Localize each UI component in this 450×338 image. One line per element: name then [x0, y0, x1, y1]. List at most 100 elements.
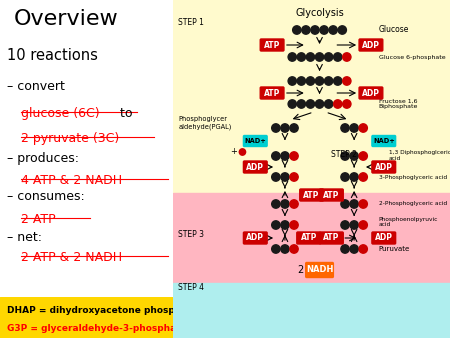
Text: 3-Phosphoglyceric acid: 3-Phosphoglyceric acid [379, 174, 447, 179]
Circle shape [272, 221, 280, 229]
Circle shape [281, 221, 289, 229]
FancyBboxPatch shape [359, 87, 383, 99]
FancyBboxPatch shape [300, 189, 324, 201]
Text: Puruvate: Puruvate [379, 246, 410, 252]
Text: ATP: ATP [323, 191, 340, 199]
Circle shape [350, 200, 358, 208]
Text: ADP: ADP [375, 234, 393, 242]
Text: Glucose: Glucose [379, 25, 409, 34]
Text: 2: 2 [297, 265, 304, 275]
Text: – net:: – net: [7, 231, 42, 243]
Circle shape [324, 53, 333, 61]
FancyBboxPatch shape [372, 161, 396, 173]
Text: ADP: ADP [362, 89, 380, 97]
Text: ATP: ATP [264, 41, 280, 49]
Circle shape [281, 200, 289, 208]
Circle shape [290, 173, 298, 181]
Circle shape [341, 221, 349, 229]
Text: ATP: ATP [301, 234, 317, 242]
Circle shape [315, 77, 324, 85]
FancyBboxPatch shape [243, 232, 267, 244]
Circle shape [342, 100, 351, 108]
Circle shape [281, 124, 289, 132]
Text: NADH: NADH [306, 266, 333, 274]
Circle shape [359, 200, 367, 208]
Text: – consumes:: – consumes: [7, 190, 85, 203]
Circle shape [333, 100, 342, 108]
Circle shape [288, 53, 297, 61]
Circle shape [281, 245, 289, 253]
Circle shape [297, 53, 306, 61]
Circle shape [288, 77, 297, 85]
Circle shape [333, 77, 342, 85]
Circle shape [338, 26, 346, 34]
Circle shape [324, 77, 333, 85]
Circle shape [324, 100, 333, 108]
FancyBboxPatch shape [243, 136, 267, 146]
Circle shape [272, 200, 280, 208]
Text: Glycolysis: Glycolysis [295, 8, 344, 18]
Circle shape [272, 173, 280, 181]
Circle shape [341, 124, 349, 132]
Circle shape [292, 26, 301, 34]
Text: – produces:: – produces: [7, 152, 79, 165]
Circle shape [239, 149, 246, 155]
Text: to: to [116, 107, 133, 120]
Circle shape [342, 53, 351, 61]
Text: ADP: ADP [246, 163, 264, 171]
Text: ADP: ADP [375, 163, 393, 171]
FancyBboxPatch shape [306, 263, 333, 277]
Circle shape [359, 245, 367, 253]
Text: 4 ATP & 2 NADH: 4 ATP & 2 NADH [21, 174, 122, 187]
Circle shape [297, 100, 306, 108]
Text: 2 ATP: 2 ATP [21, 213, 55, 226]
Text: 1,3 Diphosphoglceric
acid: 1,3 Diphosphoglceric acid [389, 150, 450, 161]
Text: Phosphoenolpyruvic
acid: Phosphoenolpyruvic acid [379, 217, 438, 227]
Circle shape [297, 77, 306, 85]
Circle shape [290, 200, 298, 208]
Circle shape [329, 26, 338, 34]
Text: G3P = glyceraldehyde-3-phosphate: G3P = glyceraldehyde-3-phosphate [7, 324, 187, 333]
Text: ATP: ATP [303, 191, 320, 199]
Text: STEP 4: STEP 4 [178, 283, 204, 292]
Circle shape [350, 245, 358, 253]
Circle shape [341, 245, 349, 253]
Text: 2-Phosphoglyceric acid: 2-Phosphoglyceric acid [379, 201, 447, 207]
Text: +: + [230, 147, 238, 156]
Text: ADP: ADP [362, 41, 380, 49]
FancyBboxPatch shape [297, 232, 320, 244]
Circle shape [350, 152, 358, 160]
Circle shape [342, 77, 351, 85]
FancyBboxPatch shape [260, 39, 284, 51]
Circle shape [359, 173, 367, 181]
Text: – convert: – convert [7, 80, 65, 93]
Text: STEP 3: STEP 3 [178, 230, 204, 239]
Circle shape [341, 200, 349, 208]
Circle shape [359, 221, 367, 229]
Circle shape [350, 173, 358, 181]
Circle shape [350, 124, 358, 132]
Text: DHAP = dihydroxyacetone phosphate: DHAP = dihydroxyacetone phosphate [7, 306, 198, 315]
Circle shape [272, 245, 280, 253]
Text: Overview: Overview [14, 9, 119, 29]
Text: Phosphoglycer
aldehyde(PGAL): Phosphoglycer aldehyde(PGAL) [178, 116, 232, 129]
Circle shape [306, 77, 315, 85]
Text: Glucose 6-phosphate: Glucose 6-phosphate [379, 54, 446, 59]
Circle shape [272, 152, 280, 160]
Text: STEP 2: STEP 2 [331, 150, 357, 159]
Circle shape [341, 173, 349, 181]
FancyBboxPatch shape [372, 232, 396, 244]
Circle shape [315, 53, 324, 61]
Circle shape [290, 152, 298, 160]
Text: NAD+: NAD+ [373, 138, 395, 144]
Circle shape [288, 100, 297, 108]
Text: NAD+: NAD+ [244, 138, 266, 144]
Text: glucose (6C): glucose (6C) [21, 107, 99, 120]
FancyBboxPatch shape [372, 136, 396, 146]
Circle shape [359, 124, 367, 132]
Circle shape [306, 53, 315, 61]
Text: Fructose 1,6
Biphosphate: Fructose 1,6 Biphosphate [379, 99, 418, 110]
Circle shape [302, 26, 310, 34]
Circle shape [341, 152, 349, 160]
FancyBboxPatch shape [320, 232, 343, 244]
